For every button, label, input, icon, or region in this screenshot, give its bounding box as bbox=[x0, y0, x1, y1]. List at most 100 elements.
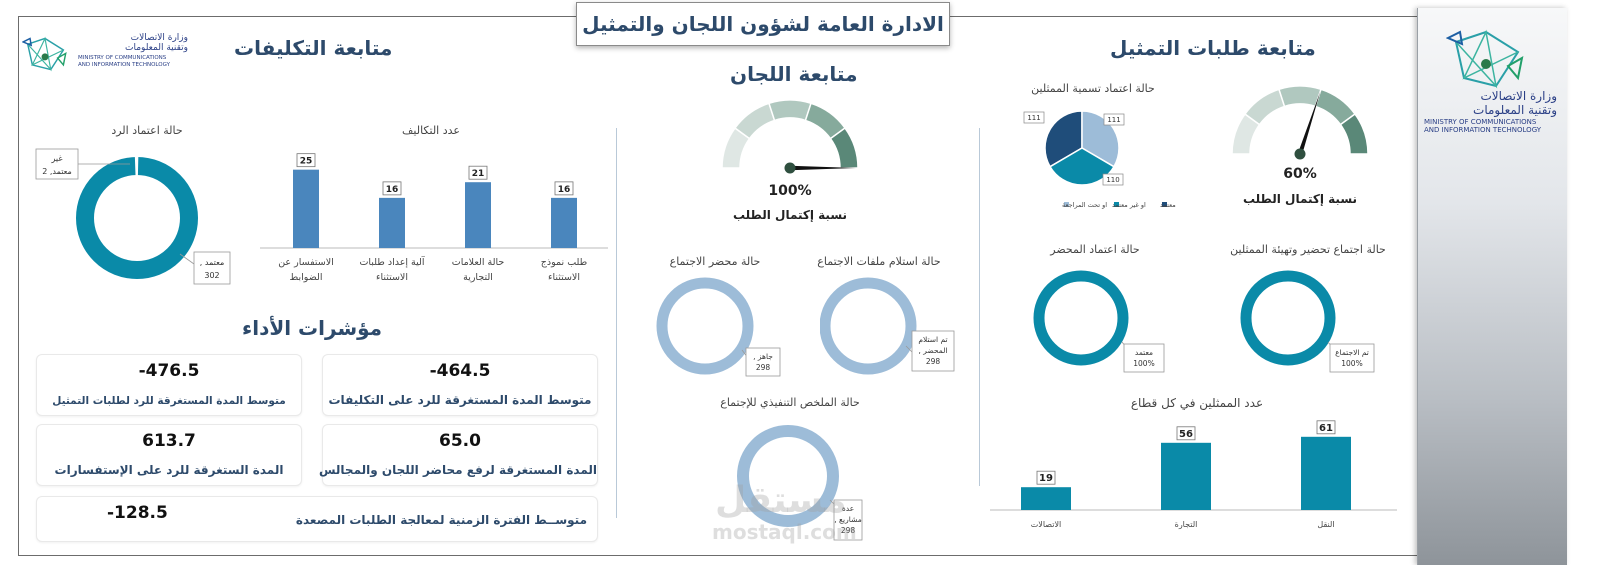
donut-data-label: غير bbox=[50, 154, 62, 163]
rep-gauge-title: نسبة إكتمال الطلب bbox=[1242, 192, 1358, 206]
bar-category-label: الاستثناء bbox=[548, 272, 580, 283]
asg-donut-title: حالة اعتماد الرد bbox=[111, 124, 183, 137]
donut-data-label: معتمد bbox=[1135, 348, 1153, 357]
com-donut-summary-chart: عدة مشاريع , 298 bbox=[737, 425, 863, 541]
donut-data-label: 100% bbox=[1133, 359, 1154, 368]
donut-data-label-box bbox=[1123, 343, 1165, 373]
bar-data-label: 19 bbox=[1039, 473, 1053, 484]
bar bbox=[551, 197, 577, 248]
com-donut-minutes-title: حالة محضر الاجتماع bbox=[669, 255, 761, 268]
page-header: الادارة العامة لشؤون اللجان والتمثيل bbox=[576, 2, 950, 46]
com-gauge-chart bbox=[721, 99, 859, 174]
bar-label-box bbox=[1036, 470, 1056, 485]
section-title-committees: متابعة اللجان bbox=[730, 62, 858, 86]
kpi-label: المدة الستغرقة للرد على الإستفسارات bbox=[54, 463, 284, 477]
pie-data-label: 110 bbox=[1106, 176, 1119, 184]
bar-data-label: 61 bbox=[1319, 423, 1333, 434]
bar-category-label: الاستثناء bbox=[376, 272, 408, 283]
logo-arabic-line1: وزارة الاتصالات bbox=[1480, 89, 1557, 103]
donut-data-label: معتمد , bbox=[200, 258, 224, 267]
bar bbox=[1161, 442, 1211, 510]
com-gauge-title: نسبة إكتمال الطلب bbox=[732, 208, 848, 222]
side-panel: وزارة الاتصالات وتقنية المعلومات MINISTR… bbox=[1417, 8, 1567, 565]
bar-data-label: 21 bbox=[472, 169, 485, 179]
com-gauge-value: 100% bbox=[768, 183, 812, 199]
donut-slice-approved bbox=[76, 157, 198, 279]
ministry-logo-icon bbox=[1446, 29, 1524, 89]
section-title-assignments: متابعة التكليفات bbox=[234, 36, 393, 60]
gauge-hub bbox=[1294, 148, 1306, 160]
donut-data-label: 298 bbox=[841, 526, 856, 535]
bar-category-label: آلية إعداد طلبات bbox=[359, 255, 424, 268]
bar-label-box bbox=[1316, 420, 1336, 435]
pie-legend-label: معتمد bbox=[1160, 201, 1176, 209]
donut-ring-lightblue bbox=[737, 425, 839, 527]
donut-ring-lightblue bbox=[656, 277, 754, 375]
rep-donut-minutes-title: حالة اعتماد المحضر bbox=[1050, 243, 1140, 256]
donut-data-label: معتمد, 2 bbox=[42, 167, 72, 176]
bar bbox=[1301, 436, 1351, 510]
ministry-logo-small: وزارة الاتصالات وتقنية المعلومات MINISTR… bbox=[22, 30, 192, 80]
bar-category-label: حالة العلامات bbox=[452, 257, 505, 268]
donut-data-label-box bbox=[911, 330, 955, 372]
donut-leader bbox=[905, 345, 913, 353]
kpi-label: متوسط المدة المستغرقة للرد لطلبات التمثي… bbox=[52, 395, 286, 407]
kpi-card-escalated-requests: -128.5 متوســط الفترة الزمنية لمعالجة ال… bbox=[36, 496, 598, 542]
donut-data-label: تم الاجتماع bbox=[1335, 348, 1369, 357]
section-title-kpis: مؤشرات الأداء bbox=[242, 316, 383, 340]
kpi-label: المدة المستغرقة لرفع محاضر اللجان والمجا… bbox=[318, 463, 597, 477]
kpi-value: 65.0 bbox=[439, 431, 481, 451]
kpi-value: 613.7 bbox=[142, 431, 196, 451]
pie-label-box bbox=[1102, 173, 1124, 186]
kpi-label: متوسط المدة المستغرقة للرد على التكليفات bbox=[328, 393, 592, 407]
section-title-representation: متابعة طلبات التمثيل bbox=[1110, 36, 1316, 60]
small-logo-english-line1: MINISTRY OF COMMUNICATIONS bbox=[78, 55, 167, 61]
page-title: الادارة العامة لشؤون اللجان والتمثيل bbox=[582, 12, 944, 36]
bar-data-label: 25 bbox=[300, 157, 313, 167]
kpi-card-inquiries-response: 613.7 المدة الستغرقة للرد على الإستفسارا… bbox=[36, 424, 302, 486]
bar bbox=[379, 197, 405, 248]
donut-leader bbox=[179, 253, 195, 265]
donut-data-label-box bbox=[745, 347, 781, 377]
donut-data-label: جاهز , bbox=[753, 352, 773, 361]
bar-category-label: النقل bbox=[1317, 520, 1334, 529]
gauge-needle bbox=[790, 165, 856, 171]
bar-category-label: التجارة bbox=[1175, 520, 1198, 529]
pie-label-box bbox=[1103, 113, 1125, 126]
bar-label-box bbox=[468, 165, 488, 180]
small-logo-arabic-line2: وتقنية المعلومات bbox=[125, 43, 188, 53]
pie-legend-swatch bbox=[1064, 202, 1069, 207]
rep-donut-minutes-chart: معتمد 100% bbox=[1033, 270, 1165, 373]
donut-data-label: 298 bbox=[926, 357, 941, 366]
pie-slice-1 bbox=[1049, 147, 1115, 186]
kpi-card-assignments-response: -464.5 متوسط المدة المستغرقة للرد على ال… bbox=[322, 354, 598, 416]
rep-gauge-value: 60% bbox=[1283, 166, 1317, 182]
kpi-value: -128.5 bbox=[107, 503, 168, 523]
bar bbox=[293, 169, 319, 248]
com-donut-summary-title: حالة الملخص التنفيذي للإجتماع bbox=[720, 396, 860, 409]
asg-bar-chart: 16 طلب نموذج الاستثناء 21 حالة العلامات التجا… bbox=[260, 153, 608, 283]
rep-donut-prep-title: حالة اجتماع تحضير وتهيئة الممثلين bbox=[1230, 243, 1386, 256]
logo-english-line2: AND INFORMATION TECHNOLOGY bbox=[1424, 126, 1542, 134]
kpi-label: متوســط الفترة الزمنية لمعالجة الطلبات ا… bbox=[295, 513, 587, 527]
com-donut-files-title: حالة استلام ملفات الاجتماع bbox=[817, 255, 941, 268]
donut-ring-teal bbox=[1240, 270, 1336, 366]
bar-label-box bbox=[554, 181, 574, 196]
bar-label-box bbox=[1176, 426, 1196, 441]
small-logo-english-line2: AND INFORMATION TECHNOLOGY bbox=[78, 62, 170, 68]
bar-category-label: الاستفسار عن bbox=[278, 257, 334, 268]
donut-label-box bbox=[193, 251, 231, 285]
donut-data-label: 298 bbox=[756, 363, 771, 372]
kpi-card-representation-response: -476.5 متوسط المدة المستغرقة للرد لطلبات… bbox=[36, 354, 302, 416]
bar-category-label: التجارية bbox=[463, 272, 493, 283]
donut-data-label: 302 bbox=[204, 271, 219, 280]
pie-data-label: 111 bbox=[1107, 116, 1120, 124]
donut-data-label: المحضر , bbox=[919, 346, 948, 355]
donut-data-label: مشاريع , bbox=[834, 515, 861, 524]
rep-pie-chart: 111 110 111 معتمد او غير معتمد او تحت المراجع… bbox=[1023, 110, 1176, 209]
donut-label-box bbox=[35, 148, 79, 180]
asg-donut-chart: غير معتمد, 2 معتمد , 302 bbox=[35, 148, 231, 285]
bar-category-label: الضوابط bbox=[290, 272, 323, 283]
gauge-hub bbox=[784, 162, 796, 174]
